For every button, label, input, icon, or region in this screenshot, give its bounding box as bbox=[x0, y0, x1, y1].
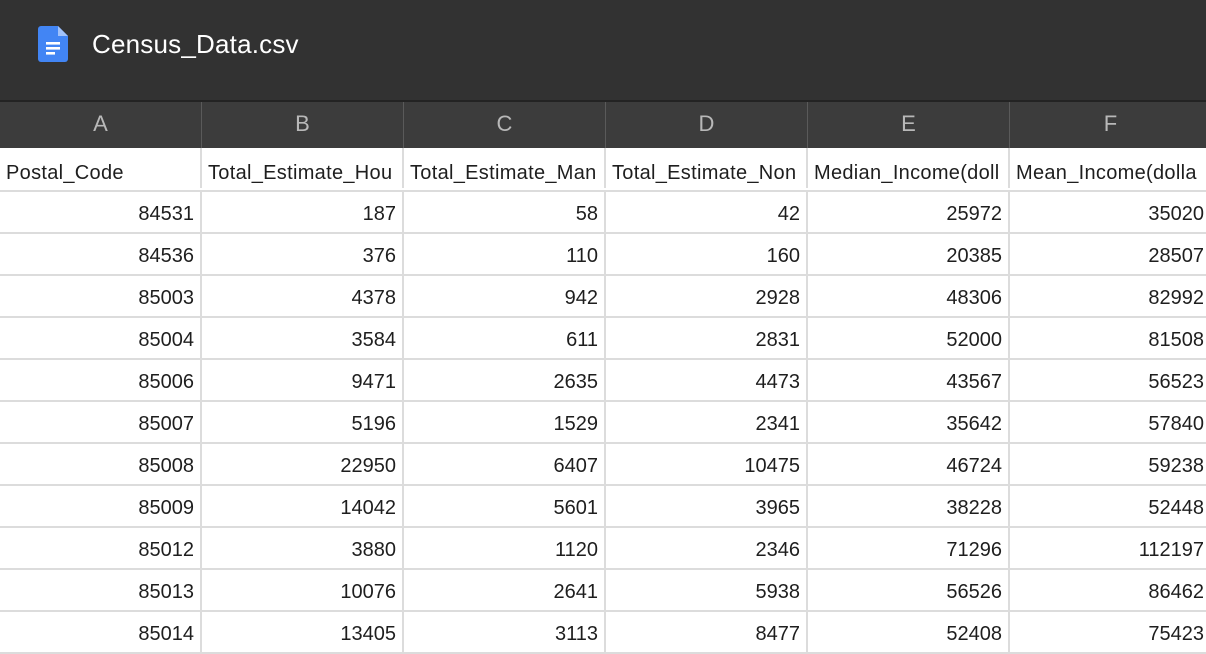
table-row: 85009 14042 5601 3965 38228 52448 bbox=[0, 486, 1206, 528]
table-cell[interactable]: 3880 bbox=[202, 528, 404, 568]
table-cell[interactable]: 56526 bbox=[808, 570, 1010, 610]
column-header-bar: A B C D E F bbox=[0, 100, 1206, 148]
column-header-e[interactable]: E bbox=[808, 102, 1010, 148]
table-cell[interactable]: 5938 bbox=[606, 570, 808, 610]
table-cell[interactable]: 160 bbox=[606, 234, 808, 274]
table-cell[interactable]: 52408 bbox=[808, 612, 1010, 652]
table-cell[interactable]: 8477 bbox=[606, 612, 808, 652]
table-cell[interactable]: 85006 bbox=[0, 360, 202, 400]
table-cell[interactable]: 1120 bbox=[404, 528, 606, 568]
table-cell[interactable]: 52448 bbox=[1010, 486, 1206, 526]
table-cell[interactable]: 71296 bbox=[808, 528, 1010, 568]
table-cell[interactable]: 2341 bbox=[606, 402, 808, 442]
table-row: 85008 22950 6407 10475 46724 59238 bbox=[0, 444, 1206, 486]
table-cell[interactable]: 2831 bbox=[606, 318, 808, 358]
table-row: 85004 3584 611 2831 52000 81508 bbox=[0, 318, 1206, 360]
table-cell[interactable]: 35642 bbox=[808, 402, 1010, 442]
table-cell[interactable]: 48306 bbox=[808, 276, 1010, 316]
table-cell[interactable]: 57840 bbox=[1010, 402, 1206, 442]
table-cell[interactable]: 85014 bbox=[0, 612, 202, 652]
table-cell[interactable]: 56523 bbox=[1010, 360, 1206, 400]
table-cell[interactable]: 2635 bbox=[404, 360, 606, 400]
table-cell[interactable]: 59238 bbox=[1010, 444, 1206, 484]
table-cell[interactable]: 25972 bbox=[808, 192, 1010, 232]
table-cell[interactable]: 85007 bbox=[0, 402, 202, 442]
table-cell[interactable]: 38228 bbox=[808, 486, 1010, 526]
column-header-c[interactable]: C bbox=[404, 102, 606, 148]
table-cell[interactable]: 84531 bbox=[0, 192, 202, 232]
header-cell[interactable]: Median_Income(doll bbox=[808, 148, 1010, 188]
table-cell[interactable]: 43567 bbox=[808, 360, 1010, 400]
table-cell[interactable]: 4378 bbox=[202, 276, 404, 316]
table-cell[interactable]: 13405 bbox=[202, 612, 404, 652]
table-row: 84531 187 58 42 25972 35020 bbox=[0, 192, 1206, 234]
table-cell[interactable]: 2346 bbox=[606, 528, 808, 568]
table-cell[interactable]: 35020 bbox=[1010, 192, 1206, 232]
table-row: 85007 5196 1529 2341 35642 57840 bbox=[0, 402, 1206, 444]
table-cell[interactable]: 85013 bbox=[0, 570, 202, 610]
table-cell[interactable]: 22950 bbox=[202, 444, 404, 484]
google-docs-icon bbox=[38, 26, 68, 62]
table-cell[interactable]: 4473 bbox=[606, 360, 808, 400]
table-cell[interactable]: 9471 bbox=[202, 360, 404, 400]
table-cell[interactable]: 187 bbox=[202, 192, 404, 232]
table-cell[interactable]: 28507 bbox=[1010, 234, 1206, 274]
table-cell[interactable]: 2928 bbox=[606, 276, 808, 316]
table-cell[interactable]: 3965 bbox=[606, 486, 808, 526]
table-cell[interactable]: 75423 bbox=[1010, 612, 1206, 652]
table-cell[interactable]: 110 bbox=[404, 234, 606, 274]
table-row: 85013 10076 2641 5938 56526 86462 bbox=[0, 570, 1206, 612]
column-header-a[interactable]: A bbox=[0, 102, 202, 148]
table-cell[interactable]: 85009 bbox=[0, 486, 202, 526]
header-cell[interactable]: Postal_Code bbox=[0, 148, 202, 188]
column-header-f[interactable]: F bbox=[1010, 102, 1206, 148]
table-cell[interactable]: 84536 bbox=[0, 234, 202, 274]
table-row: 85012 3880 1120 2346 71296 112197 bbox=[0, 528, 1206, 570]
table-cell[interactable]: 10076 bbox=[202, 570, 404, 610]
column-header-b[interactable]: B bbox=[202, 102, 404, 148]
table-cell[interactable]: 3584 bbox=[202, 318, 404, 358]
table-cell[interactable]: 1529 bbox=[404, 402, 606, 442]
table-cell[interactable]: 85003 bbox=[0, 276, 202, 316]
table-row: 84536 376 110 160 20385 28507 bbox=[0, 234, 1206, 276]
table-cell[interactable]: 86462 bbox=[1010, 570, 1206, 610]
table-cell[interactable]: 42 bbox=[606, 192, 808, 232]
header-cell[interactable]: Mean_Income(dolla bbox=[1010, 148, 1206, 188]
table-row: 85014 13405 3113 8477 52408 75423 bbox=[0, 612, 1206, 654]
header-cell[interactable]: Total_Estimate_Man bbox=[404, 148, 606, 188]
column-header-d[interactable]: D bbox=[606, 102, 808, 148]
table-cell[interactable]: 5601 bbox=[404, 486, 606, 526]
table-cell[interactable]: 10475 bbox=[606, 444, 808, 484]
table-cell[interactable]: 5196 bbox=[202, 402, 404, 442]
header-row: Postal_Code Total_Estimate_Hou Total_Est… bbox=[0, 148, 1206, 192]
title-bar: Census_Data.csv bbox=[0, 0, 1206, 100]
table-cell[interactable]: 14042 bbox=[202, 486, 404, 526]
table-cell[interactable]: 112197 bbox=[1010, 528, 1206, 568]
header-cell[interactable]: Total_Estimate_Hou bbox=[202, 148, 404, 188]
table-row: 85006 9471 2635 4473 43567 56523 bbox=[0, 360, 1206, 402]
table-row: 85003 4378 942 2928 48306 82992 bbox=[0, 276, 1206, 318]
table-cell[interactable]: 611 bbox=[404, 318, 606, 358]
table-cell[interactable]: 46724 bbox=[808, 444, 1010, 484]
table-cell[interactable]: 85004 bbox=[0, 318, 202, 358]
table-cell[interactable]: 82992 bbox=[1010, 276, 1206, 316]
file-title: Census_Data.csv bbox=[92, 29, 299, 59]
table-cell[interactable]: 3113 bbox=[404, 612, 606, 652]
table-cell[interactable]: 81508 bbox=[1010, 318, 1206, 358]
table-cell[interactable]: 942 bbox=[404, 276, 606, 316]
header-cell[interactable]: Total_Estimate_Non bbox=[606, 148, 808, 188]
table-cell[interactable]: 85008 bbox=[0, 444, 202, 484]
table-cell[interactable]: 376 bbox=[202, 234, 404, 274]
table-cell[interactable]: 85012 bbox=[0, 528, 202, 568]
table-cell[interactable]: 2641 bbox=[404, 570, 606, 610]
table-cell[interactable]: 58 bbox=[404, 192, 606, 232]
table-cell[interactable]: 20385 bbox=[808, 234, 1010, 274]
table-cell[interactable]: 52000 bbox=[808, 318, 1010, 358]
table-cell[interactable]: 6407 bbox=[404, 444, 606, 484]
